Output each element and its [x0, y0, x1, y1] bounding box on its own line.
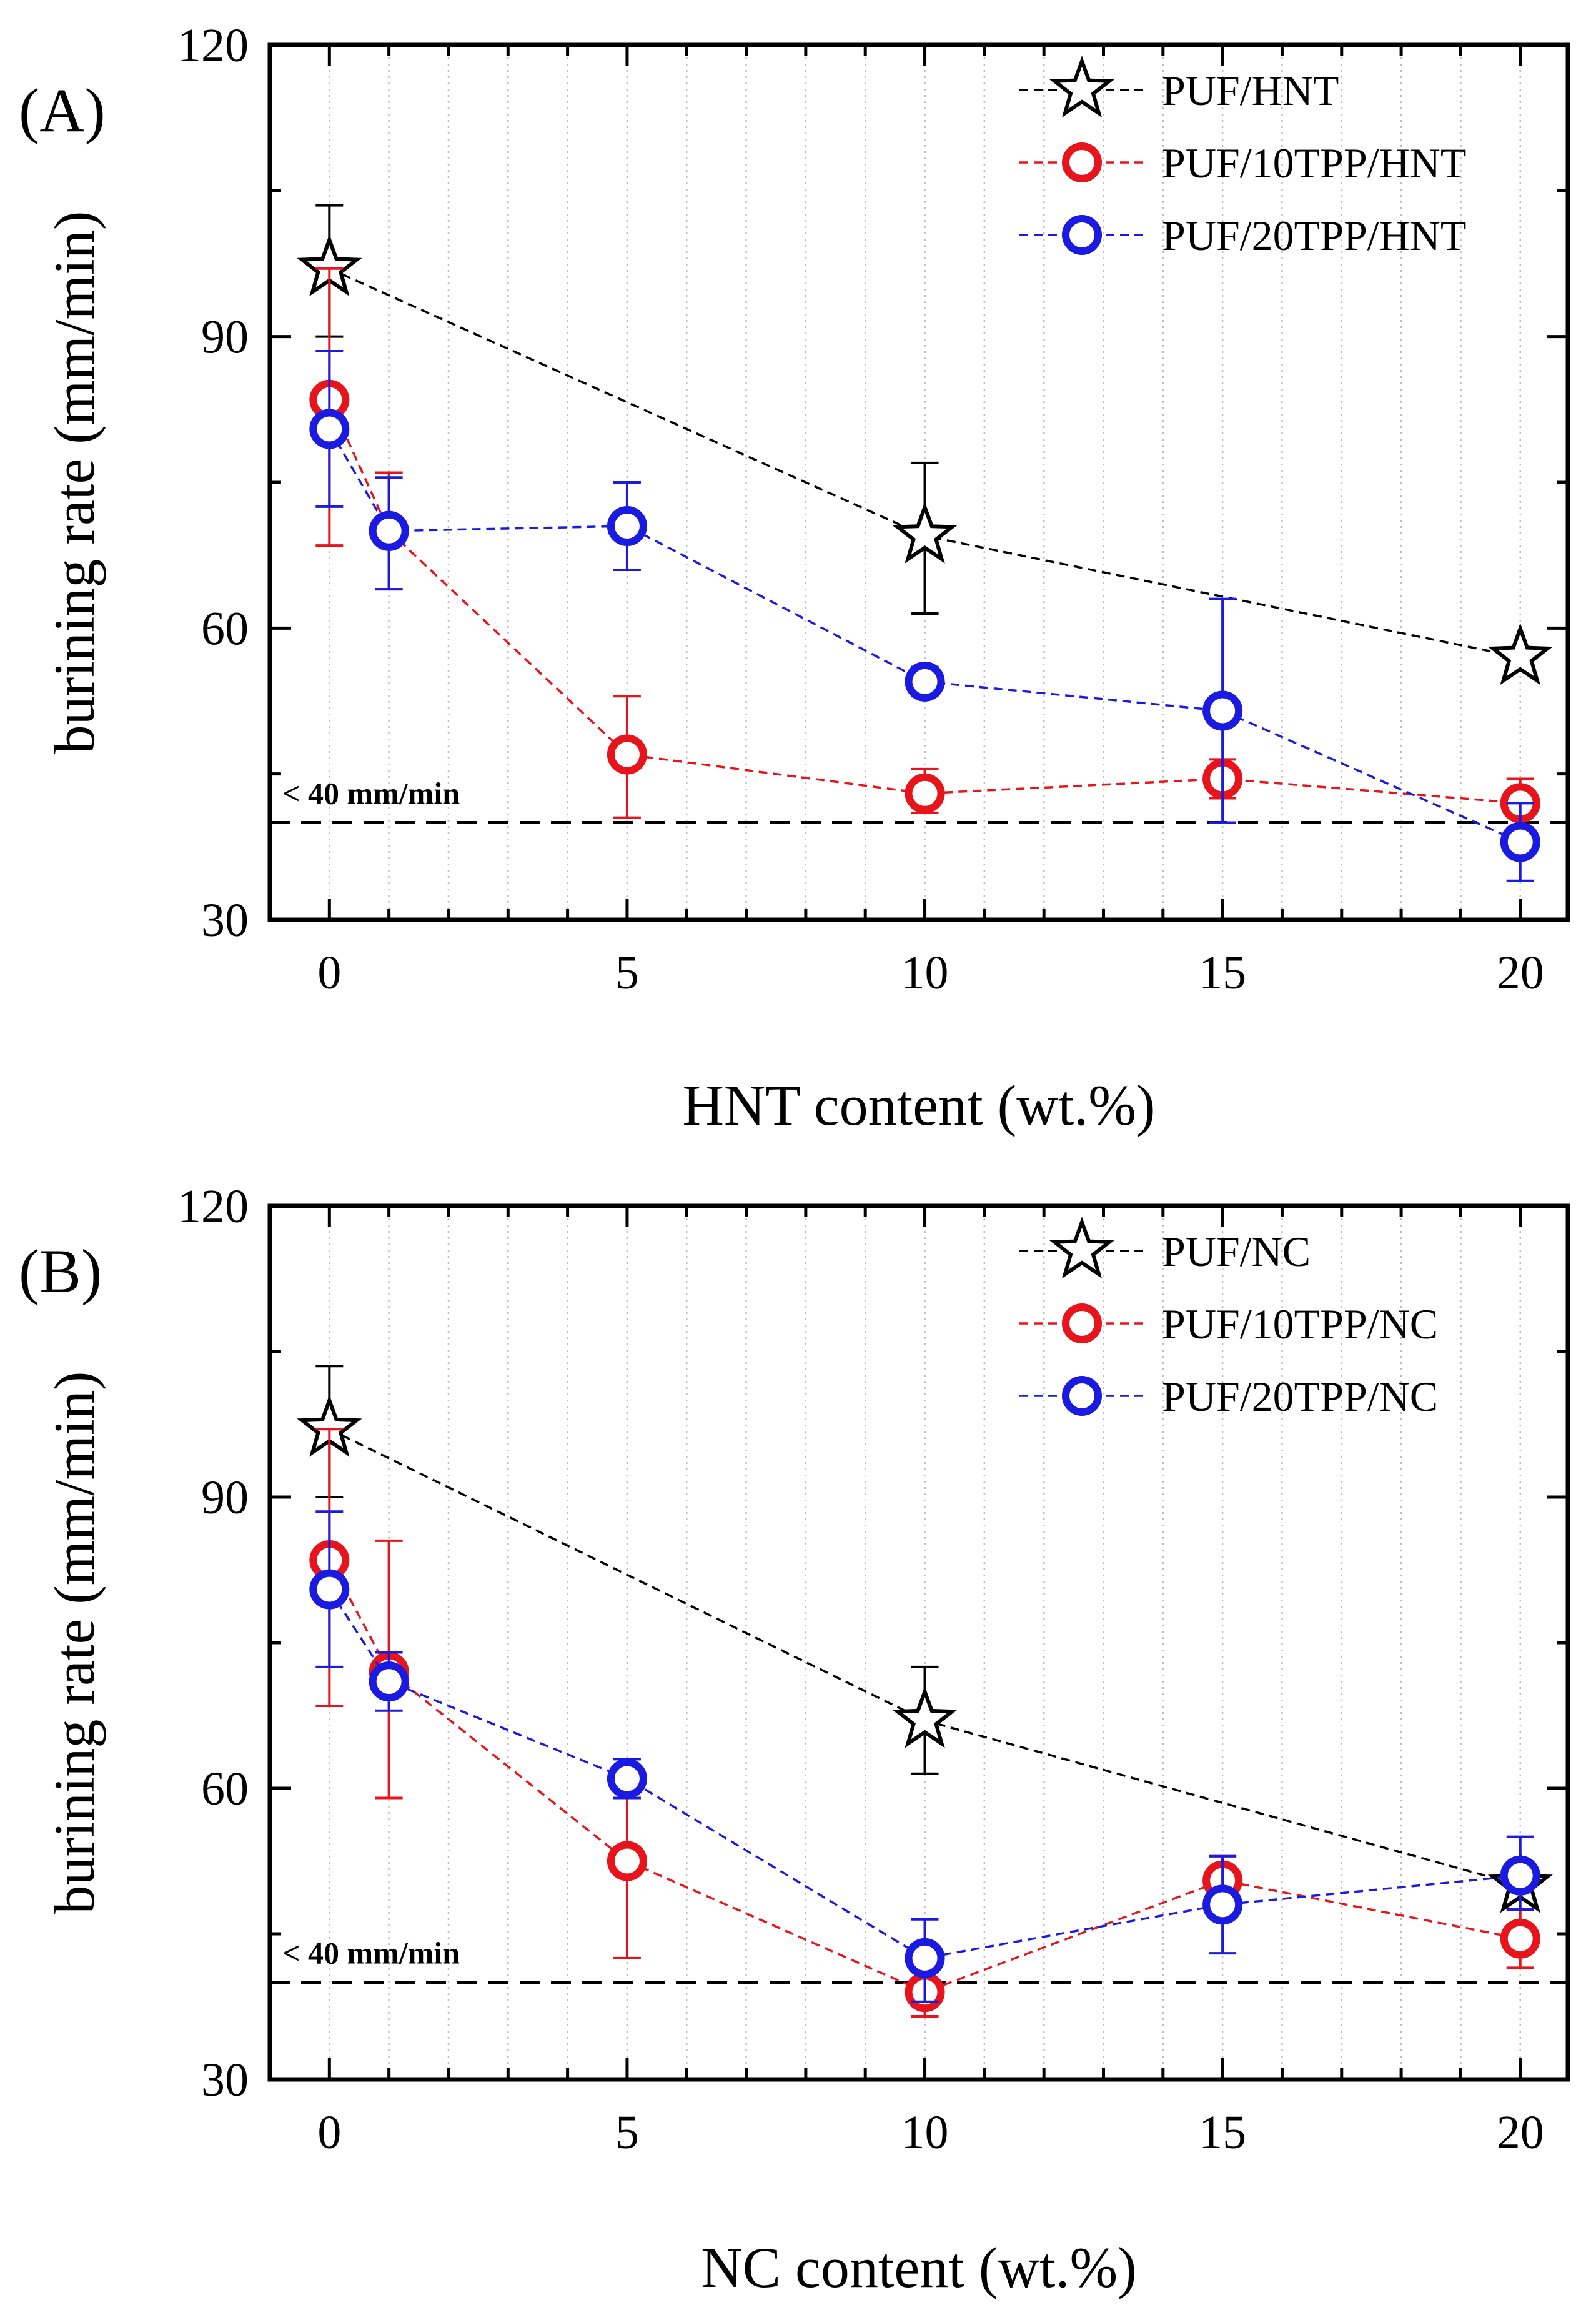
- y-axis-title: burining rate (mm/min): [42, 211, 106, 754]
- x-tick-label: 10: [901, 2106, 949, 2159]
- data-point: [369, 1661, 409, 1702]
- x-axis: 0 5 10 15 20: [317, 1206, 1544, 2159]
- legend-marker: [1062, 215, 1102, 255]
- legend-entry: PUF/NC: [1019, 1217, 1311, 1279]
- series-puf-20tpp-nc: [309, 1510, 1540, 2003]
- y-axis-title: burining rate (mm/min): [42, 1372, 106, 1914]
- x-tick-label: 15: [1199, 947, 1246, 999]
- threshold-label: < 40 mm/min: [282, 775, 460, 810]
- data-point: [905, 661, 945, 702]
- data-point: [1202, 1884, 1243, 1925]
- x-axis-title: NC content (wt.%): [701, 2236, 1137, 2299]
- x-tick-label: 20: [1497, 947, 1544, 999]
- y-tick-label: 60: [201, 1763, 249, 1815]
- data-point: [905, 773, 945, 814]
- data-point: [1202, 690, 1243, 731]
- legend-entry: PUF/10TPP/NC: [1019, 1300, 1438, 1348]
- y-tick-label: 120: [177, 19, 249, 72]
- threshold-label: < 40 mm/min: [282, 1936, 460, 1971]
- legend-label: PUF/10TPP/NC: [1162, 1300, 1438, 1348]
- legend-marker: [1049, 56, 1114, 118]
- data-point: [369, 510, 409, 551]
- legend-entry: PUF/20TPP/HNT: [1019, 212, 1466, 259]
- series-puf-20tpp-hnt: [309, 350, 1540, 882]
- legend-marker: [1049, 1217, 1114, 1279]
- legend-marker: [1062, 1303, 1102, 1343]
- data-point: [607, 1758, 647, 1799]
- data-point: [1500, 822, 1540, 862]
- grid-lines: [329, 1206, 1521, 2079]
- series-line: [328, 428, 1521, 844]
- legend-marker: [1062, 142, 1102, 182]
- legend-entry: PUF/20TPP/NC: [1019, 1373, 1438, 1420]
- data-point: [892, 1686, 958, 1748]
- data-point: [607, 506, 647, 546]
- panel-label: (B): [19, 1237, 102, 1306]
- x-tick-label: 10: [901, 947, 949, 999]
- data-point: [1487, 623, 1553, 685]
- y-tick-label: 120: [177, 1180, 249, 1233]
- legend-label: PUF/HNT: [1162, 67, 1339, 114]
- x-tick-label: 5: [615, 2106, 639, 2159]
- y-tick-label: 60: [201, 602, 249, 655]
- x-tick-label: 15: [1199, 2106, 1246, 2159]
- y-tick-label: 90: [201, 1471, 249, 1524]
- legend: PUF/NC PUF/10TPP/NC PUF/20TPP/NC: [1019, 1217, 1438, 1420]
- x-axis: 0 5 10 15 20: [317, 45, 1544, 999]
- legend-label: PUF/NC: [1162, 1228, 1311, 1275]
- legend: PUF/HNT PUF/10TPP/HNT PUF/20TPP/HNT: [1019, 56, 1466, 259]
- data-point: [309, 1569, 350, 1610]
- series-line: [328, 399, 1520, 805]
- y-axis: 30 60 90 120: [177, 19, 1568, 947]
- x-tick-label: 0: [317, 947, 341, 999]
- chart-panel-b: < 40 mm/min 0 5 10 15 20 30 60 90 120 NC content (…: [19, 1180, 1570, 2299]
- data-point: [1500, 1918, 1540, 1959]
- data-point: [905, 1938, 945, 1978]
- panel-label: (A): [19, 76, 106, 145]
- y-tick-label: 30: [201, 2054, 249, 2106]
- grid-lines: [329, 45, 1521, 920]
- y-tick-label: 90: [201, 311, 249, 364]
- x-tick-label: 20: [1497, 2106, 1544, 2159]
- y-axis: 30 60 90 120: [177, 1180, 1568, 2106]
- legend-marker: [1062, 1376, 1102, 1416]
- data-point: [607, 1841, 647, 1881]
- legend-label: PUF/20TPP/NC: [1162, 1373, 1438, 1420]
- x-axis-title: HNT content (wt.%): [682, 1073, 1155, 1137]
- data-point: [607, 734, 647, 775]
- data-point: [309, 409, 350, 449]
- legend-entry: PUF/HNT: [1019, 56, 1339, 118]
- legend-label: PUF/20TPP/HNT: [1162, 212, 1466, 259]
- chart-panel-a: < 40 mm/min 0 5 10 15 20 30 60 90 120 HNT content …: [19, 19, 1570, 1137]
- x-tick-label: 0: [317, 2106, 341, 2159]
- legend-label: PUF/10TPP/HNT: [1162, 139, 1466, 187]
- data-point: [892, 501, 958, 564]
- data-point: [1500, 1855, 1540, 1896]
- legend-entry: PUF/10TPP/HNT: [1019, 139, 1466, 187]
- x-tick-label: 5: [615, 947, 639, 999]
- y-tick-label: 30: [201, 894, 249, 947]
